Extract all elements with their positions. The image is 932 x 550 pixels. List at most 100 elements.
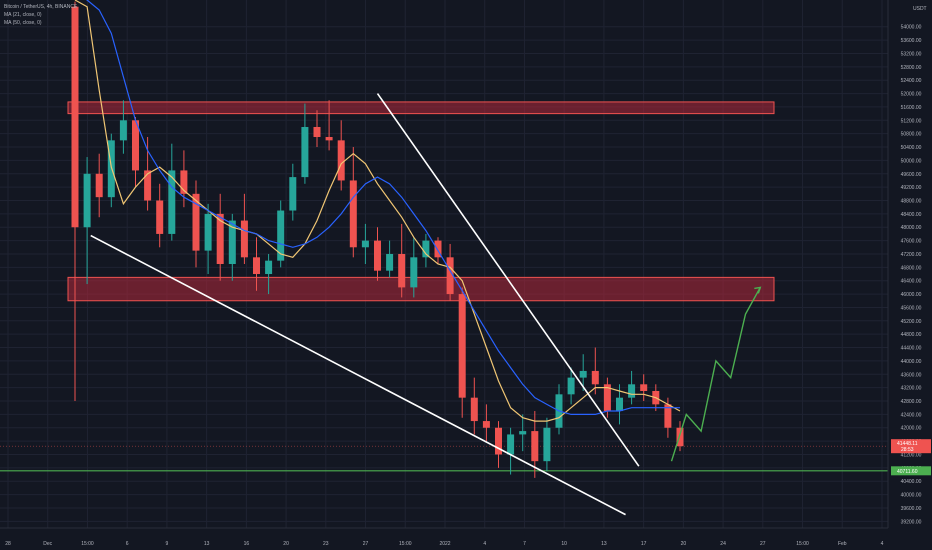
candle-body: [253, 257, 260, 275]
time-axis-panel[interactable]: [0, 528, 888, 550]
x-tick-label: 20: [681, 541, 687, 547]
x-tick-label: 2022: [439, 541, 450, 547]
chart-legend: Bitcoin / TetherUS, 4h, BINANCE MA (21, …: [4, 3, 77, 27]
y-tick-label: 46400.00: [901, 279, 922, 285]
y-tick-label: 48400.00: [901, 212, 922, 218]
candle-body: [168, 170, 176, 234]
trendlines: [90, 93, 640, 516]
current-price-label: 41448.11: [897, 441, 918, 447]
projection-arrowhead: [754, 286, 762, 294]
projection-path: [670, 286, 762, 462]
x-tick-label: 13: [204, 541, 210, 547]
candle-body: [144, 170, 152, 201]
y-tick-label: 53200.00: [901, 51, 922, 57]
candle-body: [240, 220, 248, 258]
y-tick-label: 52400.00: [901, 78, 922, 84]
candle-body: [313, 126, 321, 138]
y-tick-label: 53600.00: [901, 38, 922, 44]
candle-body: [301, 126, 309, 178]
candle-body: [434, 240, 442, 258]
candle-body: [603, 384, 611, 412]
y-tick-label: 47600.00: [901, 239, 922, 245]
candle-body: [591, 370, 599, 385]
x-tick-label: 27: [363, 541, 369, 547]
candle-body: [398, 253, 406, 288]
candle-body: [119, 120, 127, 141]
ma21-legend: MA (21, close, 0): [4, 12, 42, 18]
y-tick-label: 42000.00: [901, 426, 922, 432]
time-axis[interactable]: 28 Dec 15:00 6 9 13 16 20 23 27 15:00 2022 4 7 10 13 17 2…: [5, 541, 883, 547]
y-tick-label: 43600.00: [901, 372, 922, 378]
resistance-support-zones: [67, 101, 775, 302]
price-zone: [67, 276, 775, 302]
y-tick-label: 47200.00: [901, 252, 922, 258]
candle-body: [228, 220, 236, 264]
currency-label: USDT: [913, 6, 927, 12]
candle-body: [543, 427, 551, 462]
y-tick-label: 42400.00: [901, 412, 922, 418]
ma50-legend: MA (50, close, 0): [4, 20, 42, 26]
candle-body: [265, 260, 273, 275]
y-tick-label: 45600.00: [901, 305, 922, 311]
support-level: [0, 445, 888, 472]
candle-body: [289, 177, 297, 211]
candle-body: [495, 427, 502, 455]
y-tick-label: 48800.00: [901, 199, 922, 205]
candle-body: [386, 253, 394, 271]
projection-line: [670, 287, 761, 462]
candle-body: [204, 213, 212, 251]
countdown-label: 28:53: [901, 447, 914, 453]
y-tick-label: 46000.00: [901, 292, 922, 298]
x-tick-label: 6: [126, 541, 129, 547]
x-tick-label: 4: [881, 541, 884, 547]
x-tick-label: 9: [166, 541, 169, 547]
candle-body: [71, 6, 79, 228]
x-tick-label: 20: [283, 541, 289, 547]
candle-body: [640, 384, 648, 391]
candle-body: [664, 404, 672, 428]
price-zone: [67, 101, 775, 115]
candle-body: [156, 200, 164, 234]
support-price-tag-bg: [891, 466, 931, 476]
x-tick-label: 15:00: [796, 541, 809, 547]
y-tick-label: 44400.00: [901, 346, 922, 352]
y-tick-label: 52000.00: [901, 92, 922, 98]
candle-body: [628, 384, 636, 398]
candle-body: [132, 120, 139, 171]
x-tick-label: 4: [483, 541, 486, 547]
candle-body: [519, 431, 527, 435]
y-tick-label: 42800.00: [901, 399, 922, 405]
x-tick-label: Feb: [838, 541, 847, 547]
y-tick-label: 49200.00: [901, 185, 922, 191]
candle-body: [567, 377, 575, 395]
x-tick-label: 16: [244, 541, 250, 547]
y-tick-label: 44800.00: [901, 332, 922, 338]
candle-body: [216, 213, 224, 264]
candle-body: [95, 173, 103, 198]
y-tick-label: 52800.00: [901, 65, 922, 71]
y-tick-label: 49600.00: [901, 172, 922, 178]
candle-body: [83, 173, 91, 228]
upper-trendline: [376, 93, 640, 467]
candles: [71, 1, 684, 478]
candle-body: [180, 170, 188, 194]
candle-body: [410, 257, 418, 288]
y-tick-label: 48000.00: [901, 225, 922, 231]
y-tick-label: 51200.00: [901, 118, 922, 124]
candle-body: [325, 137, 333, 141]
x-tick-label: 24: [720, 541, 726, 547]
price-tags: 41448.11 28:53 40711.60: [891, 439, 931, 476]
support-price-tag: 40711.60: [891, 466, 931, 476]
y-tick-label: 54000.00: [901, 25, 922, 31]
moving-averages: [74, 0, 681, 422]
y-tick-label: 40000.00: [901, 493, 922, 499]
y-tick-label: 39600.00: [901, 506, 922, 512]
candle-body: [470, 397, 478, 422]
candle-body: [579, 370, 587, 378]
y-tick-label: 44000.00: [901, 359, 922, 365]
lower-trendline: [90, 234, 626, 516]
x-tick-label: 17: [641, 541, 647, 547]
